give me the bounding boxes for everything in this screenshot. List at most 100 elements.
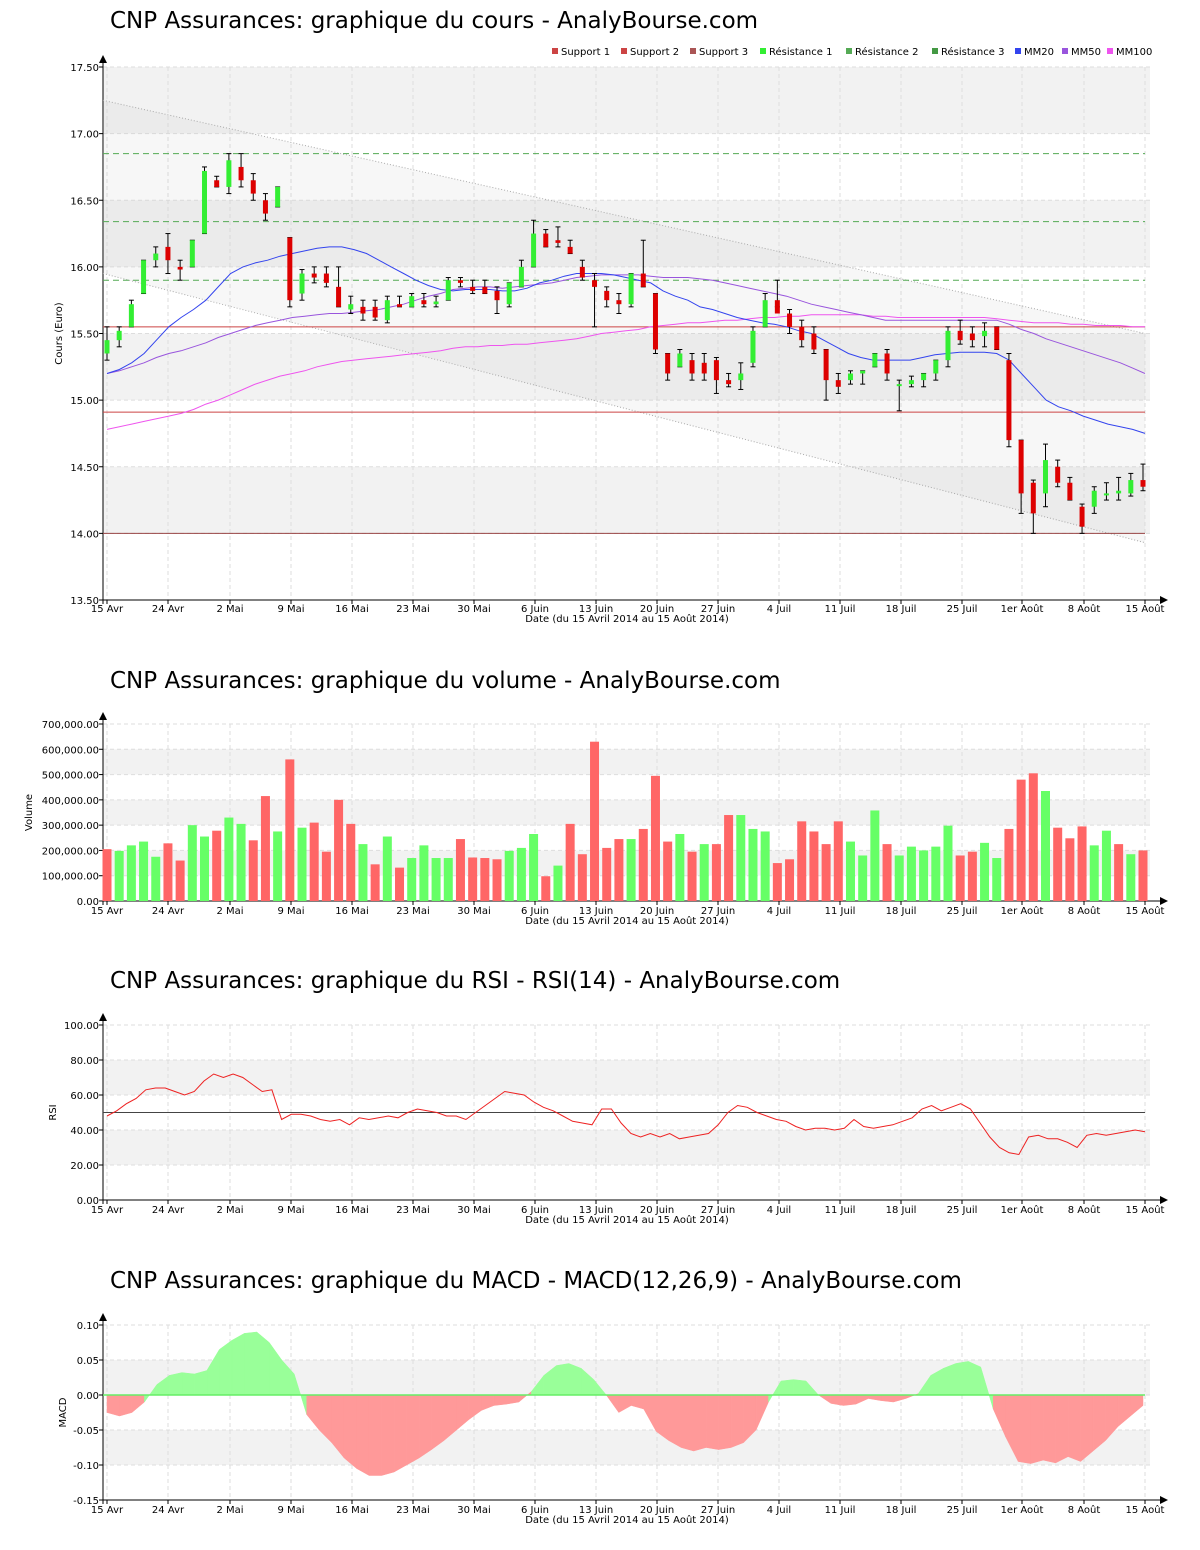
grid-band [103, 200, 1150, 267]
volume-bar [650, 775, 660, 901]
x-tick-label: 8 Août [1068, 1204, 1101, 1216]
candle-body [616, 300, 622, 305]
candle [1091, 486, 1097, 514]
volume-bar [382, 836, 392, 901]
candle [348, 295, 354, 315]
candle [287, 237, 293, 308]
x-tick-label: 8 Août [1068, 1504, 1101, 1516]
candle-body [921, 373, 927, 381]
candle-body [336, 286, 342, 307]
y-tick-label: 80.00 [70, 1056, 99, 1067]
volume-bar [297, 827, 307, 901]
candle-body [628, 273, 634, 305]
candle [141, 259, 147, 295]
y-tick-label: -0.05 [73, 1426, 99, 1437]
candle [104, 326, 110, 361]
volume-bar [139, 841, 149, 901]
candle-body [689, 360, 695, 374]
candle [701, 352, 707, 381]
volume-bar [1114, 844, 1124, 901]
candle-body [360, 306, 366, 314]
macd-positive-area [169, 1372, 183, 1396]
y-tick-label: 400,000.00 [42, 796, 99, 807]
legend-label: MM20 [1024, 47, 1054, 58]
macd-negative-area [730, 1394, 744, 1448]
x-tick-label: 9 Mai [277, 1505, 304, 1516]
macd-negative-area [1117, 1394, 1131, 1428]
candle [994, 326, 1000, 350]
y-tick-label: 300,000.00 [42, 821, 99, 832]
x-tick-label: 27 Juin [701, 906, 735, 917]
candle [847, 370, 853, 385]
x-tick-label: 30 Mai [457, 906, 490, 917]
candle [665, 352, 671, 381]
macd-positive-area [943, 1363, 957, 1396]
candle [604, 286, 610, 308]
candle [567, 239, 573, 255]
candle [421, 293, 427, 308]
macd-chart-title: CNP Assurances: graphique du MACD - MACD… [110, 1268, 962, 1294]
candle-body [433, 301, 439, 305]
candle-body [421, 300, 427, 305]
x-tick-label: 8 Août [1068, 603, 1101, 615]
volume-bar [553, 865, 563, 901]
candle [238, 153, 244, 188]
x-tick-label: 30 Mai [457, 1205, 490, 1216]
candle-body [372, 306, 378, 318]
macd-negative-area [368, 1394, 382, 1476]
volume-bar [845, 841, 855, 901]
candle [299, 269, 305, 301]
macd-negative-area [131, 1394, 145, 1414]
macd-negative-area [431, 1394, 445, 1451]
candle-body [397, 304, 403, 307]
candle-body [262, 200, 268, 214]
x-tick-label: 24 Avr [152, 1205, 185, 1216]
candle-body [409, 296, 415, 307]
candle-body [506, 282, 512, 305]
x-tick-label: 9 Mai [277, 1205, 304, 1216]
volume-bar [565, 823, 575, 901]
volume-bar [224, 817, 234, 901]
candle [555, 226, 561, 248]
candle-body [884, 353, 890, 374]
candle-body [969, 333, 975, 341]
macd-negative-area [893, 1394, 907, 1403]
candle-body [323, 273, 329, 283]
candle [750, 326, 756, 368]
candle [1103, 482, 1109, 501]
macd-negative-area [693, 1394, 707, 1452]
x-tick-label: 2 Mai [216, 1205, 243, 1216]
candle [214, 175, 220, 188]
volume-bar [419, 845, 429, 901]
macd-negative-area [1067, 1394, 1081, 1462]
volume-bar [687, 851, 697, 901]
macd-positive-area [219, 1339, 233, 1396]
macd-negative-area [343, 1394, 357, 1470]
rsi-line [106, 1073, 1146, 1156]
volume-bar [638, 828, 648, 901]
legend-label: Support 3 [699, 47, 748, 58]
candle [762, 293, 768, 328]
candle [811, 326, 817, 354]
candle-body [116, 330, 122, 341]
macd-positive-area [206, 1348, 220, 1396]
candle [189, 239, 195, 268]
candle-body [299, 273, 305, 294]
candle-body [1140, 480, 1146, 487]
volume-bar [980, 842, 990, 901]
x-tick-label: 4 Juil [767, 906, 791, 917]
x-tick-label: 27 Juin [701, 604, 735, 615]
candle-body [713, 360, 719, 381]
candle [445, 277, 451, 301]
candle [457, 277, 463, 288]
candle-body [1103, 493, 1109, 496]
candle-body [104, 340, 110, 354]
candle-body [726, 380, 732, 385]
candle [372, 299, 378, 321]
volume-bar [748, 828, 758, 901]
volume-bar [309, 822, 319, 901]
x-tick-label: 1er Août [1001, 603, 1044, 615]
x-tick-label: 15 Avr [91, 604, 124, 615]
volume-bar [833, 821, 843, 901]
candle [128, 299, 134, 328]
